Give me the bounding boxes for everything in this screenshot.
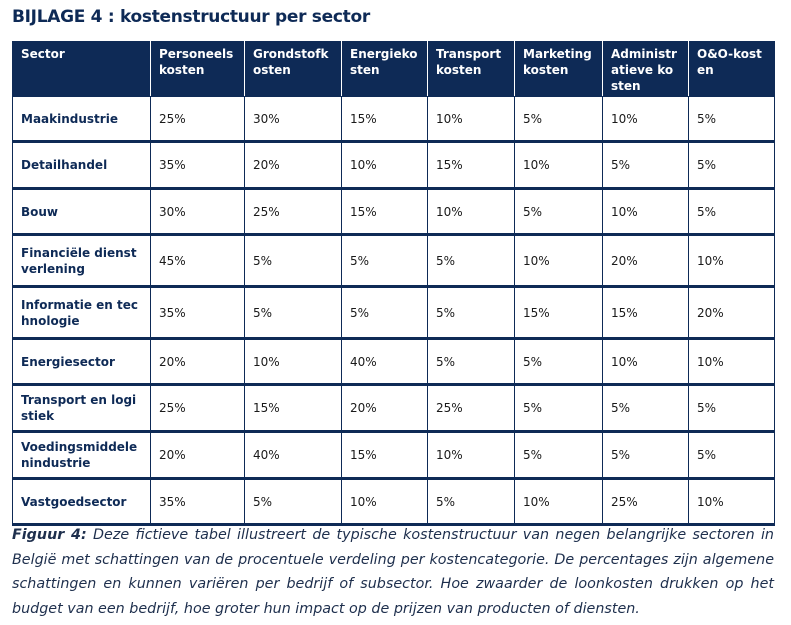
value-cell: 10% [514,478,603,526]
sector-cell: Energiesector [12,338,151,386]
caption-label: Figuur 4: [12,527,87,543]
table-row: Vastgoedsector 35% 5% 10% 5% 10% 25% 10% [12,478,775,526]
value-cell: 20% [688,286,775,340]
header-cell: Administratieve kosten [602,41,689,97]
value-cell: 5% [514,96,603,143]
value-cell: 15% [341,188,428,236]
value-cell: 5% [514,431,603,480]
value-cell: 20% [150,431,245,480]
value-cell: 5% [244,286,342,340]
value-cell: 10% [341,141,428,190]
value-cell: 5% [688,384,775,433]
caption: Figuur 4: Deze fictieve tabel illustreer… [12,523,774,621]
sector-cell: Financiële dienstverlening [12,234,151,288]
value-cell: 30% [150,188,245,236]
value-cell: 5% [688,96,775,143]
value-cell: 5% [688,141,775,190]
sector-cell: Detailhandel [12,141,151,190]
header-cell: O&O-kosten [688,41,775,97]
value-cell: 25% [427,384,515,433]
value-cell: 10% [688,234,775,288]
value-cell: 15% [244,384,342,433]
value-cell: 25% [150,96,245,143]
value-cell: 15% [341,96,428,143]
value-cell: 10% [602,188,689,236]
value-cell: 25% [150,384,245,433]
value-cell: 5% [602,141,689,190]
header-cell: Marketingkosten [514,41,603,97]
sector-cell: Transport en logistiek [12,384,151,433]
header-cell: Sector [12,41,151,97]
value-cell: 10% [602,338,689,386]
value-cell: 30% [244,96,342,143]
table-row: Voedingsmiddelenindustrie 20% 40% 15% 10% 5% 5… [12,431,775,480]
table-body: Maakindustrie 25% 30% 15% 10% 5% 10% 5% Detailha… [12,96,775,526]
sector-cell: Bouw [12,188,151,236]
header-row: Sector Personeelskosten Grondstofkosten Ene… [12,41,775,97]
value-cell: 5% [244,478,342,526]
value-cell: 10% [244,338,342,386]
caption-text: Deze fictieve tabel illustreert de typis… [12,527,774,617]
value-cell: 5% [244,234,342,288]
header-cell: Personeelskosten [150,41,245,97]
value-cell: 10% [341,478,428,526]
value-cell: 20% [244,141,342,190]
value-cell: 5% [427,286,515,340]
value-cell: 45% [150,234,245,288]
value-cell: 5% [514,338,603,386]
table-row: Informatie en technologie 35% 5% 5% 5% 15% 15%… [12,286,775,340]
sector-cell: Maakindustrie [12,96,151,143]
value-cell: 5% [602,384,689,433]
table-row: Maakindustrie 25% 30% 15% 10% 5% 10% 5% [12,96,775,143]
value-cell: 25% [244,188,342,236]
value-cell: 5% [688,431,775,480]
value-cell: 35% [150,286,245,340]
value-cell: 20% [602,234,689,288]
value-cell: 15% [514,286,603,340]
value-cell: 10% [427,188,515,236]
value-cell: 5% [514,188,603,236]
sector-cell: Voedingsmiddelenindustrie [12,431,151,480]
value-cell: 5% [602,431,689,480]
value-cell: 35% [150,478,245,526]
table-row: Financiële dienstverlening 45% 5% 5% 5% 10% 20… [12,234,775,288]
table-row: Energiesector 20% 10% 40% 5% 5% 10% 10% [12,338,775,386]
value-cell: 25% [602,478,689,526]
title: BIJLAGE 4 : kostenstructuur per sector [12,7,370,27]
value-cell: 15% [602,286,689,340]
value-cell: 10% [688,338,775,386]
cost-table: Sector Personeelskosten Grondstofkosten Ene… [12,41,775,526]
value-cell: 20% [341,384,428,433]
value-cell: 40% [341,338,428,386]
value-cell: 10% [427,96,515,143]
table-row: Bouw 30% 25% 15% 10% 5% 10% 5% [12,188,775,236]
table-row: Detailhandel 35% 20% 10% 15% 10% 5% 5% [12,141,775,190]
header-cell: Transportkosten [427,41,515,97]
header-cell: Energiekosten [341,41,428,97]
value-cell: 5% [341,234,428,288]
value-cell: 40% [244,431,342,480]
value-cell: 20% [150,338,245,386]
value-cell: 10% [688,478,775,526]
value-cell: 35% [150,141,245,190]
value-cell: 15% [341,431,428,480]
sector-cell: Informatie en technologie [12,286,151,340]
value-cell: 10% [427,431,515,480]
sector-cell: Vastgoedsector [12,478,151,526]
value-cell: 10% [514,141,603,190]
value-cell: 10% [602,96,689,143]
value-cell: 15% [427,141,515,190]
value-cell: 5% [688,188,775,236]
header-cell: Grondstofkosten [244,41,342,97]
value-cell: 5% [427,338,515,386]
value-cell: 5% [341,286,428,340]
table-row: Transport en logistiek 25% 15% 20% 25% 5% 5% 5% [12,384,775,433]
value-cell: 10% [514,234,603,288]
value-cell: 5% [427,478,515,526]
value-cell: 5% [427,234,515,288]
value-cell: 5% [514,384,603,433]
